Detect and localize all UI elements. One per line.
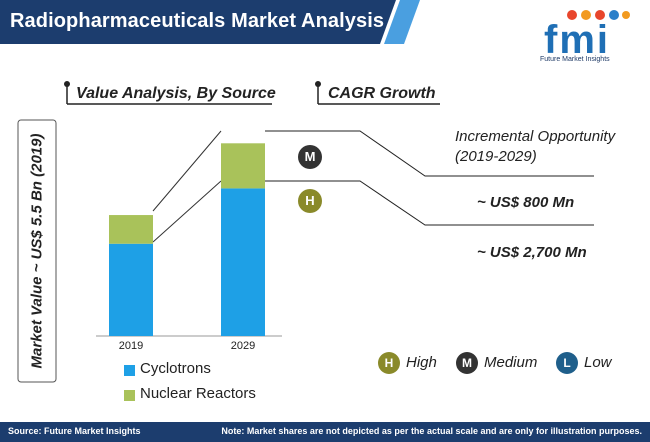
cagr-key-low-badge: L: [556, 352, 578, 374]
value-analysis-label: Value Analysis, By Source: [76, 85, 276, 102]
cagr-key-medium-badge: M: [456, 352, 478, 374]
legend-swatch-cyclotrons: [124, 365, 135, 376]
logo-wordmark: fmi: [544, 18, 610, 62]
legend-label-nuclear-reactors: Nuclear Reactors: [140, 385, 256, 402]
bar-cyclotrons-2019: [109, 243, 153, 336]
opportunity-heading-line1: Incremental Opportunity: [455, 128, 616, 145]
logo-subtitle: Future Market Insights: [540, 56, 610, 63]
bar-cyclotrons-2029: [221, 188, 265, 336]
title-bar: Radiopharmaceuticals Market Analysis: [0, 0, 420, 44]
cagr-key-medium-label: Medium: [484, 354, 538, 371]
opportunity-value-cyclotrons: ~ US$ 2,700 Mn: [477, 244, 587, 261]
category-label-2029: 2029: [230, 340, 256, 352]
category-label-2019: 2019: [118, 340, 144, 352]
opportunity-value-reactors: ~ US$ 800 Mn: [477, 194, 575, 211]
footer-bar: Source: Future Market Insights Note: Mar…: [0, 422, 650, 442]
cagr-badge-cyclotrons: H: [298, 189, 322, 213]
cagr-growth-label: CAGR Growth: [328, 85, 436, 102]
bar-nuclear-reactors-2019: [109, 215, 153, 244]
opportunity-heading-line2: (2019-2029): [455, 148, 537, 165]
page-title: Radiopharmaceuticals Market Analysis: [10, 10, 385, 32]
title-banner-shape: [0, 0, 420, 44]
logo-icons: [567, 10, 630, 20]
cagr-key-low-label: Low: [584, 354, 612, 371]
cagr-badge-reactors: M: [298, 145, 322, 169]
footer-source: Source: Future Market Insights: [8, 426, 141, 436]
cagr-key-high-label: High: [406, 354, 437, 371]
footer-note: Note: Market shares are not depicted as …: [221, 426, 642, 436]
legend-label-cyclotrons: Cyclotrons: [140, 360, 211, 377]
legend-swatch-nuclear-reactors: [124, 390, 135, 401]
cagr-key-high-badge: H: [378, 352, 400, 374]
bar-nuclear-reactors-2029: [221, 143, 265, 189]
fmi-logo: fmi Future Market Insights: [540, 6, 636, 64]
